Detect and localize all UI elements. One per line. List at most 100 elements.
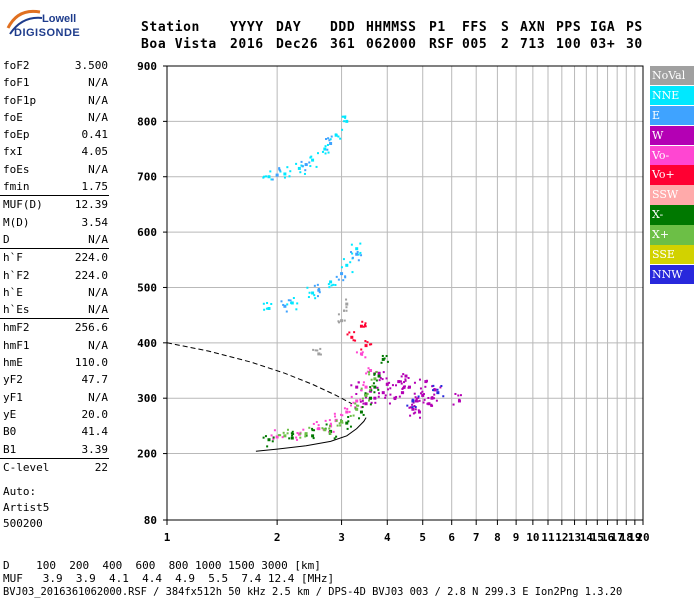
echo-dot-W xyxy=(403,385,406,388)
param-row: MUF(D) 12.39 xyxy=(0,196,113,213)
param-label: B1 xyxy=(3,442,17,456)
param-value: N/A xyxy=(88,93,108,107)
echo-dot-NNE xyxy=(270,178,273,181)
echo-point-Vo- xyxy=(297,432,301,436)
echo-dot-W xyxy=(419,392,422,395)
echo-dot-NNE xyxy=(288,175,291,178)
echo-dot-NNW xyxy=(440,385,443,388)
echo-dot-W xyxy=(412,412,415,415)
echo-point-E xyxy=(283,304,287,308)
echo-dot-X- xyxy=(372,382,375,385)
echo-dot-NNE xyxy=(350,243,353,246)
param-label: C-level xyxy=(3,460,50,474)
echo-dot-E xyxy=(326,148,329,151)
param-value: 47.7 xyxy=(81,373,109,387)
echo-dot-W xyxy=(402,387,405,390)
echo-dot-X- xyxy=(358,417,361,420)
echo-dot-X+ xyxy=(369,388,372,391)
echo-dot-NNE xyxy=(316,152,319,155)
echo-dot-W xyxy=(427,396,430,399)
echo-dot-NNE xyxy=(342,115,345,118)
param-value: 256.6 xyxy=(74,321,108,335)
echo-dot-W xyxy=(414,411,417,414)
echo-dot-X+ xyxy=(335,419,338,422)
echo-dot-Vo- xyxy=(362,384,365,387)
echo-dot-W xyxy=(355,392,358,395)
echo-dot-E xyxy=(278,167,281,170)
header-label: IGA xyxy=(590,20,616,35)
echo-dot-NNW xyxy=(442,395,445,398)
echo-point-E xyxy=(317,288,321,292)
echo-dot-X+ xyxy=(361,397,364,400)
header-label: Station xyxy=(141,20,200,35)
param-row: foF2 3.500 xyxy=(0,57,113,74)
echo-point-X- xyxy=(311,434,315,438)
echo-dot-NNE xyxy=(351,271,354,274)
echo-dot-X- xyxy=(311,427,314,430)
echo-dot-X- xyxy=(305,434,308,437)
header-label: HHMMSS xyxy=(366,20,417,35)
param-label: h`F2 xyxy=(3,268,30,282)
echo-dot-X- xyxy=(373,373,376,376)
param-row: h`E N/A xyxy=(0,284,113,301)
legend-item: NNE xyxy=(650,85,694,106)
echo-dot-X+ xyxy=(329,432,332,435)
param-row: C-level 22 xyxy=(0,459,113,476)
echo-dot-X+ xyxy=(341,421,344,424)
echo-dot-W xyxy=(403,381,406,384)
param-row: yE 20.0 xyxy=(0,406,113,423)
echo-dot-Vo- xyxy=(324,419,327,422)
echo-dot-X- xyxy=(375,379,378,382)
echo-dot-X+ xyxy=(328,431,331,434)
y-tick-label: 80 xyxy=(144,514,157,527)
auto-line3: 500200 xyxy=(3,517,43,530)
echo-dot-W xyxy=(414,396,417,399)
x-tick-label: 19 xyxy=(628,531,641,544)
echo-dot-W xyxy=(384,394,387,397)
echo-point-W xyxy=(364,402,368,406)
echo-dot-W xyxy=(389,393,392,396)
echo-dot-E xyxy=(313,284,316,287)
echo-dot-E xyxy=(271,178,274,181)
echo-dot-X+ xyxy=(338,422,341,425)
param-value: N/A xyxy=(88,110,108,124)
header-label: S xyxy=(501,20,510,35)
param-row: h`Es N/A xyxy=(0,301,113,318)
echo-dot-E xyxy=(316,283,319,286)
echo-dot-NNE xyxy=(344,116,347,119)
param-label: hmF2 xyxy=(3,321,30,335)
header-label: PPS xyxy=(556,20,582,35)
legend-item: SSE xyxy=(650,245,694,265)
echo-dot-W xyxy=(370,401,373,404)
echo-dot-W xyxy=(374,401,377,404)
echo-dot-W xyxy=(418,378,421,381)
echo-point-X+ xyxy=(355,407,359,411)
echo-dot-W xyxy=(387,388,390,391)
echo-point-W xyxy=(355,385,359,389)
param-divider xyxy=(0,457,109,459)
param-divider xyxy=(0,318,109,320)
echo-dot-X- xyxy=(362,413,365,416)
param-label: foF1 xyxy=(3,76,30,90)
echo-point-NNW xyxy=(411,399,415,403)
echo-dot-W xyxy=(379,376,382,379)
echo-point-NNE xyxy=(297,166,301,170)
echo-dot-Vo- xyxy=(333,412,336,415)
param-label: foE xyxy=(3,110,23,124)
echo-dot-W xyxy=(395,384,398,387)
echo-dot-W xyxy=(407,386,410,389)
echo-dot-X+ xyxy=(371,384,374,387)
echo-dot-Vo- xyxy=(352,401,355,404)
echo-dot-Vo- xyxy=(316,427,319,430)
echo-dot-W xyxy=(384,396,387,399)
param-row: yF2 47.7 xyxy=(0,371,113,388)
echo-dot-W xyxy=(439,386,442,389)
echo-dot-W xyxy=(404,378,407,381)
echo-dot-NoVal xyxy=(319,353,322,356)
echo-dot-X- xyxy=(288,437,291,440)
echo-dot-Vo- xyxy=(367,367,370,370)
echo-dot-Vo- xyxy=(329,422,332,425)
echo-point-NNE xyxy=(267,307,271,311)
echo-dot-NNE xyxy=(324,145,327,148)
